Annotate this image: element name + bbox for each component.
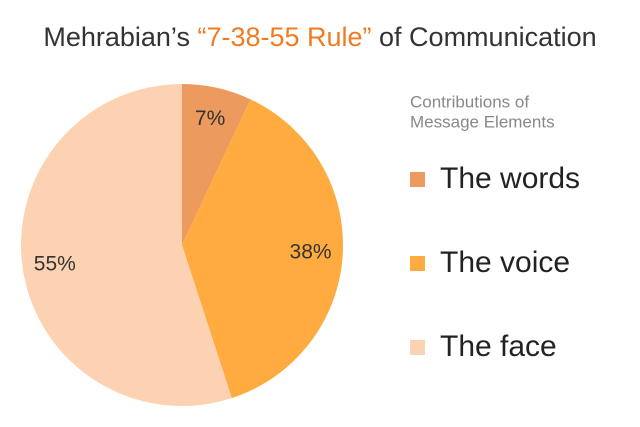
legend-label: The face — [440, 330, 557, 363]
data-label: 7% — [195, 107, 225, 130]
legend-label: The voice — [440, 246, 570, 279]
legend-marker — [410, 340, 425, 355]
legend-label: The words — [440, 162, 580, 195]
data-label: 55% — [34, 253, 76, 276]
pie-slice — [21, 84, 232, 406]
data-label: 38% — [290, 241, 332, 264]
legend-title: Message Elements — [410, 112, 555, 131]
legend-title: Contributions of — [410, 92, 529, 111]
title-part: “7-38-55 Rule” — [197, 22, 372, 52]
title-part: of Communication — [371, 22, 597, 52]
chart-title: Mehrabian’s “7-38-55 Rule” of Communicat… — [0, 22, 640, 53]
pie-slice — [182, 84, 251, 245]
title-part: Mehrabian’s — [43, 22, 198, 52]
pie-slice — [182, 99, 344, 399]
legend-marker — [410, 256, 425, 271]
legend-marker — [410, 172, 425, 187]
